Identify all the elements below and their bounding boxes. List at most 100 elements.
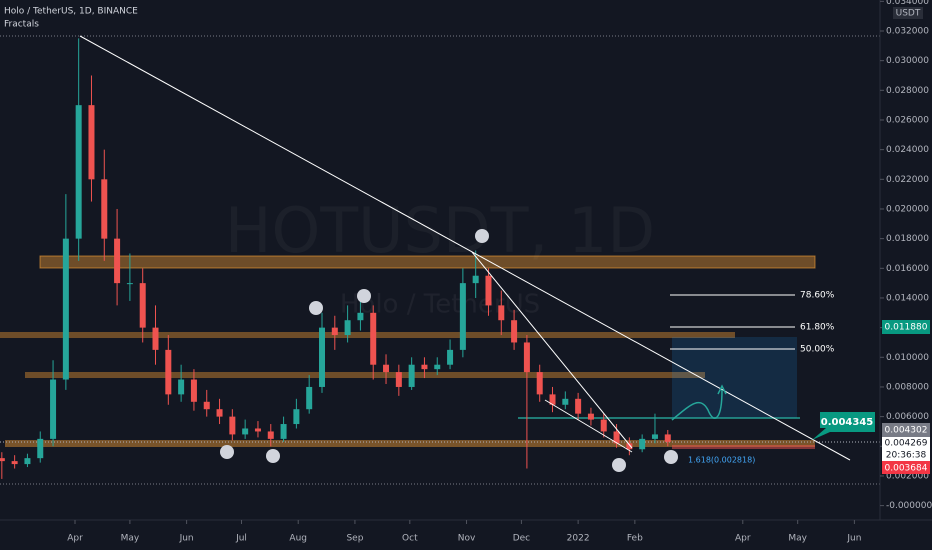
y-tick-label: 0.002000: [886, 471, 929, 481]
y-tick-label: 0.010000: [886, 353, 929, 363]
candle-body: [280, 424, 287, 439]
candle-body: [536, 372, 543, 395]
fib-label: 61.80%: [800, 323, 835, 333]
candle-body: [216, 409, 223, 417]
currency-tag: [893, 7, 923, 19]
fib-label: 50.00%: [800, 345, 835, 355]
candle-body: [613, 431, 620, 444]
zone-red: [672, 445, 815, 449]
chart-title: Holo / TetherUS, 1D, BINANCE: [4, 7, 138, 17]
trend-line: [79, 35, 851, 461]
y-tick-label: 0.026000: [886, 115, 929, 125]
candle-body: [178, 379, 185, 395]
x-tick-label: 2022: [567, 534, 590, 544]
fractal: [612, 458, 626, 472]
candle-body: [152, 327, 159, 350]
y-tick-label: 0.022000: [886, 175, 929, 185]
candle-body: [664, 434, 671, 442]
candle-body: [498, 305, 505, 321]
candle-body: [242, 428, 249, 435]
zone: [0, 332, 735, 338]
indicator-label: Fractals: [4, 20, 39, 30]
fractal: [664, 450, 678, 464]
candle-body: [575, 398, 582, 414]
x-tick-label: May: [121, 534, 140, 544]
y-tick-label: 0.028000: [886, 86, 929, 96]
x-ticks: Apr May Jun Jul Aug Sep Oct Nov Dec 2022 Feb Apr May…: [67, 520, 861, 544]
x-tick-label: Oct: [402, 534, 418, 544]
candle-body: [408, 364, 415, 387]
price-tag: [882, 461, 930, 474]
y-tick-label: 0.024000: [886, 145, 929, 155]
trend-line: [471, 251, 633, 449]
currency: USDT: [896, 9, 921, 19]
candle-body: [600, 419, 607, 432]
x-tick-label: Feb: [627, 534, 643, 544]
fractal: [266, 449, 280, 463]
fractal: [475, 229, 489, 243]
fractals: [220, 229, 678, 472]
x-tick-label: Nov: [458, 534, 476, 544]
price-tag-text: 0.003684: [885, 464, 928, 474]
candle-body: [62, 238, 69, 380]
candle-body: [485, 275, 492, 306]
x-tick-label: Aug: [289, 534, 307, 544]
candle-body: [267, 431, 274, 439]
candle-body: [114, 238, 121, 284]
candle-body: [88, 105, 95, 180]
candle-body: [639, 438, 646, 450]
candle-body: [472, 275, 479, 284]
x-tick-label: Apr: [735, 534, 751, 544]
y-tick-label: -0.000000: [886, 501, 932, 511]
arrow-head: [717, 384, 727, 395]
candle-body: [587, 413, 594, 420]
watermark: HOTUSDT, 1D: [225, 194, 655, 267]
candles: [0, 38, 671, 479]
zone: [39, 255, 816, 269]
y-tick-label: 0.018000: [886, 234, 929, 244]
channel-line: [544, 399, 633, 453]
candle-body: [370, 312, 377, 365]
candle-body: [126, 283, 133, 285]
countdown: 20:36:38: [886, 451, 927, 461]
candle-body: [447, 349, 454, 365]
callout-text: 0.004345: [821, 417, 874, 428]
price-tag-text: 0.004269: [885, 439, 928, 449]
candle-body: [203, 401, 210, 410]
x-tick-label: Sep: [346, 534, 363, 544]
candle-body: [523, 342, 530, 373]
price-tag-text: 0.004302: [885, 426, 928, 436]
y-tick-label: 0.008000: [886, 382, 929, 392]
x-tick-label: May: [788, 534, 807, 544]
fib-label: 78.60%: [800, 291, 835, 301]
y-tick-label: 0.020000: [886, 204, 929, 214]
candle-body: [511, 320, 518, 343]
candle-body: [11, 461, 18, 465]
y-tick-label: 0.032000: [886, 26, 929, 36]
fractal: [220, 445, 234, 459]
x-tick-label: Apr: [67, 534, 83, 544]
x-tick-label: Jul: [235, 534, 247, 544]
candle-body: [651, 434, 658, 439]
candle-body: [75, 105, 82, 239]
candle-body: [626, 443, 633, 450]
x-tick-label: Dec: [513, 534, 530, 544]
candle-body: [344, 320, 351, 336]
candle-body: [459, 283, 466, 350]
price-tag: [882, 320, 930, 334]
extension-label: 1.618(0.002818): [688, 456, 755, 465]
y-tick-label: 0.030000: [886, 56, 929, 66]
candle-body: [421, 364, 428, 370]
candle-body: [24, 458, 31, 465]
y-tick-label: 0.014000: [886, 293, 929, 303]
price-tag-text: 0.011880: [885, 323, 928, 333]
y-tick-label: 0.016000: [886, 264, 929, 274]
candle-body: [434, 364, 441, 370]
projection-arrow: [671, 389, 723, 421]
candle-body: [229, 416, 236, 435]
candle-body: [139, 283, 146, 328]
y-tick-label: 0.006000: [886, 412, 929, 422]
candle-body: [357, 312, 364, 321]
